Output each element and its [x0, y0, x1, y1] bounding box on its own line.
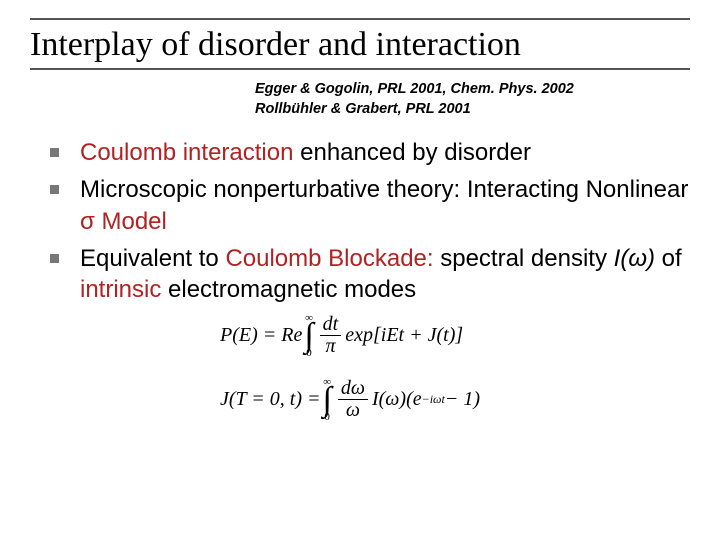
bullet-3-highlight-a: Coulomb Blockade:: [225, 245, 433, 272]
formula-2-mid: I(ω): [372, 388, 406, 411]
references-block: Egger & Gogolin, PRL 2001, Chem. Phys. 2…: [255, 80, 690, 119]
bullet-3-ital: I(ω): [614, 245, 655, 272]
references-line-1: Egger & Gogolin, PRL 2001, Chem. Phys. 2…: [255, 80, 690, 100]
formula-2-denominator: ω: [343, 400, 363, 421]
formula-2: J(T = 0, t) = ∞ ∫ 0 dω ω I(ω) (e−iωt − 1…: [220, 377, 690, 423]
bullet-3-g: electromagnetic modes: [161, 276, 416, 303]
formula-1-lower-limit: 0: [306, 348, 312, 359]
bullet-item-3: Equivalent to Coulomb Blockade: spectral…: [50, 243, 690, 305]
formula-1-denominator: π: [322, 336, 338, 357]
bullet-item-2: Microscopic nonperturbative theory: Inte…: [50, 174, 690, 236]
formula-2-numerator: dω: [338, 378, 368, 400]
bullet-2-text: Microscopic nonperturbative theory: Inte…: [80, 176, 688, 203]
formula-2-exp-sup: −iωt: [422, 392, 445, 407]
bullet-3-highlight-b: intrinsic: [80, 276, 161, 303]
formula-1: P(E) = Re ∞ ∫ 0 dt π exp[iEt + J(t)]: [220, 313, 690, 359]
formula-1-fraction: dt π: [320, 314, 342, 357]
bullet-3-e: of: [655, 245, 682, 272]
formula-2-exp-open: (e: [406, 388, 422, 411]
formula-1-integral-sign: ∫: [304, 324, 313, 348]
bullet-item-1: Coulomb interaction enhanced by disorder: [50, 137, 690, 168]
formula-2-integral: ∞ ∫ 0: [323, 377, 332, 423]
references-line-2: Rollbühler & Grabert, PRL 2001: [255, 100, 690, 120]
formula-2-lower-limit: 0: [324, 412, 330, 423]
formula-2-fraction: dω ω: [338, 378, 368, 421]
bullet-3-c: spectral density: [434, 245, 614, 272]
formula-1-left: P(E) = Re: [220, 324, 302, 347]
formula-block: P(E) = Re ∞ ∫ 0 dt π exp[iEt + J(t)] J(T…: [220, 313, 690, 423]
bullet-list: Coulomb interaction enhanced by disorder…: [30, 137, 690, 305]
formula-2-exp-close: − 1): [445, 388, 480, 411]
formula-2-integral-sign: ∫: [323, 388, 332, 412]
slide-title: Interplay of disorder and interaction: [30, 26, 690, 64]
title-rule-box: Interplay of disorder and interaction: [30, 18, 690, 70]
formula-1-numerator: dt: [320, 314, 342, 336]
bullet-1-highlight: Coulomb interaction: [80, 139, 293, 166]
formula-1-integral: ∞ ∫ 0: [304, 313, 313, 359]
formula-1-right: exp[iEt + J(t)]: [345, 324, 463, 347]
bullet-2-highlight: σ Model: [80, 208, 167, 235]
bullet-1-rest: enhanced by disorder: [293, 139, 531, 166]
bullet-3-a: Equivalent to: [80, 245, 225, 272]
formula-2-left: J(T = 0, t) =: [220, 388, 321, 411]
